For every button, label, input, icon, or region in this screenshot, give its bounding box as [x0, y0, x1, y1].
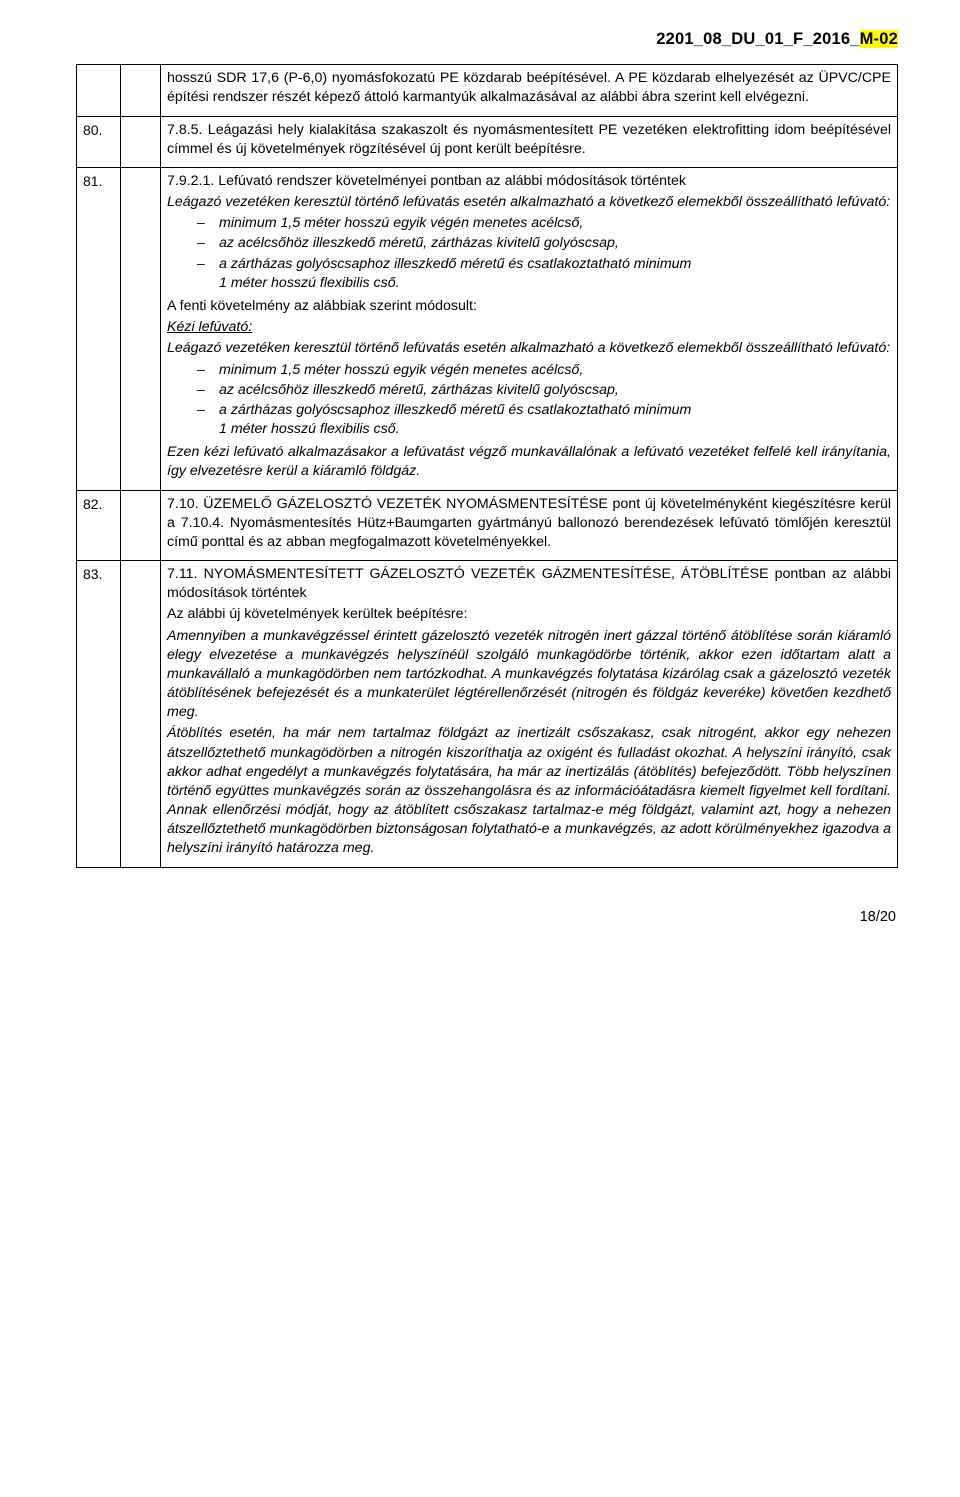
- row-content: 7.10. ÜZEMELŐ GÁZELOSZTÓ VEZETÉK NYOMÁSM…: [161, 490, 898, 561]
- row-content: 7.8.5. Leágazási hely kialakítása szakas…: [161, 116, 898, 167]
- row-number: 83.: [77, 561, 121, 868]
- paragraph: Ezen kézi lefúvató alkalmazásakor a lefú…: [167, 443, 891, 481]
- row-spacer: [121, 167, 161, 490]
- paragraph: Az alábbi új követelmények kerültek beép…: [167, 605, 891, 624]
- row-spacer: [121, 116, 161, 167]
- header-highlight: M-02: [860, 30, 898, 48]
- row-number: 82.: [77, 490, 121, 561]
- paragraph: 7.11. NYOMÁSMENTESÍTETT GÁZELOSZTÓ VEZET…: [167, 565, 891, 603]
- paragraph: Kézi lefúvató:: [167, 318, 891, 337]
- list-item: a zártházas golyóscsaphoz illeszkedő mér…: [167, 255, 891, 293]
- paragraph: 7.8.5. Leágazási hely kialakítása szakas…: [167, 121, 891, 159]
- bullet-list: minimum 1,5 méter hosszú egyik végén men…: [167, 214, 891, 293]
- paragraph: A fenti követelmény az alábbiak szerint …: [167, 297, 891, 316]
- table-row: 81. 7.9.2.1. Lefúvató rendszer követelmén…: [77, 167, 898, 490]
- list-item: minimum 1,5 méter hosszú egyik végén men…: [167, 361, 891, 380]
- page-header: 2201_08_DU_01_F_2016_M-02: [76, 28, 898, 50]
- header-prefix: 2201_08_DU_01_F_2016_: [656, 30, 859, 48]
- paragraph: Leágazó vezetéken keresztül történő lefú…: [167, 339, 891, 358]
- bullet-list: minimum 1,5 méter hosszú egyik végén men…: [167, 361, 891, 440]
- paragraph: Amennyiben a munkavégzéssel érintett gáz…: [167, 627, 891, 723]
- table-row: 80. 7.8.5. Leágazási hely kialakítása sza…: [77, 116, 898, 167]
- paragraph: 7.9.2.1. Lefúvató rendszer követelményei…: [167, 172, 891, 191]
- paragraph: 7.10. ÜZEMELŐ GÁZELOSZTÓ VEZETÉK NYOMÁSM…: [167, 495, 891, 553]
- table-row: 83. 7.11. NYOMÁSMENTESÍTETT GÁZELOSZTÓ VE…: [77, 561, 898, 868]
- row-spacer: [121, 65, 161, 116]
- list-item: az acélcsőhöz illeszkedő méretű, zártház…: [167, 234, 891, 253]
- row-content: hosszú SDR 17,6 (P-6,0) nyomásfokozatú P…: [161, 65, 898, 116]
- list-item: minimum 1,5 méter hosszú egyik végén men…: [167, 214, 891, 233]
- paragraph: hosszú SDR 17,6 (P-6,0) nyomásfokozatú P…: [167, 69, 891, 107]
- row-number: [77, 65, 121, 116]
- row-number: 81.: [77, 167, 121, 490]
- list-item: a zártházas golyóscsaphoz illeszkedő mér…: [167, 401, 891, 439]
- page-number: 18/20: [76, 908, 898, 928]
- table-row: 82. 7.10. ÜZEMELŐ GÁZELOSZTÓ VEZETÉK NYOM…: [77, 490, 898, 561]
- row-spacer: [121, 561, 161, 868]
- paragraph: Átöblítés esetén, ha már nem tartalmaz f…: [167, 724, 891, 858]
- paragraph: Leágazó vezetéken keresztül történő lefú…: [167, 193, 891, 212]
- row-number: 80.: [77, 116, 121, 167]
- list-item: az acélcsőhöz illeszkedő méretű, zártház…: [167, 381, 891, 400]
- table-row: hosszú SDR 17,6 (P-6,0) nyomásfokozatú P…: [77, 65, 898, 116]
- row-spacer: [121, 490, 161, 561]
- content-table: hosszú SDR 17,6 (P-6,0) nyomásfokozatú P…: [76, 64, 898, 867]
- row-content: 7.11. NYOMÁSMENTESÍTETT GÁZELOSZTÓ VEZET…: [161, 561, 898, 868]
- row-content: 7.9.2.1. Lefúvató rendszer követelményei…: [161, 167, 898, 490]
